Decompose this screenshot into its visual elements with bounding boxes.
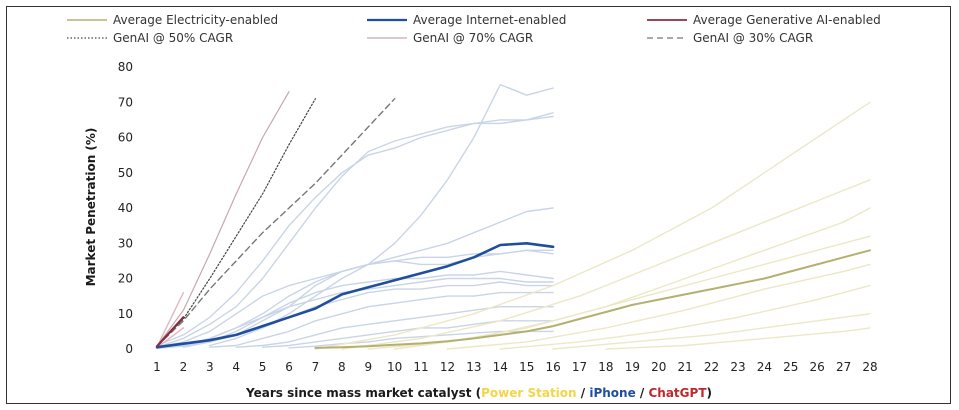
y-tick-label: 80 <box>118 60 133 74</box>
background-series-line <box>156 327 185 349</box>
x-tick-label: 19 <box>625 360 640 374</box>
x-tick-label: 3 <box>206 360 214 374</box>
x-tick-label: 20 <box>651 360 666 374</box>
x-axis-label-part: Power Station <box>481 386 576 400</box>
y-tick-label: 0 <box>125 342 133 356</box>
background-series-line <box>156 115 554 347</box>
x-tick-label: 8 <box>338 360 346 374</box>
series-line-average-generative-ai-enabled <box>155 316 185 348</box>
series-line-genai-30-cagr <box>156 98 396 347</box>
background-series-line <box>499 284 871 350</box>
background-series-line <box>182 270 554 348</box>
x-tick-label: 25 <box>783 360 798 374</box>
x-tick-label: 1 <box>153 360 161 374</box>
x-tick-label: 27 <box>836 360 851 374</box>
x-tick-label: 14 <box>493 360 508 374</box>
x-tick-label: 28 <box>862 360 877 374</box>
x-tick-label: 11 <box>413 360 428 374</box>
x-tick-label: 6 <box>285 360 293 374</box>
background-series-line <box>605 327 871 350</box>
x-tick-label: 18 <box>598 360 613 374</box>
x-axis-label: Years since mass market catalyst (Power … <box>245 386 712 400</box>
x-axis-label-part: Years since mass market catalyst ( <box>245 386 481 400</box>
x-tick-label: 23 <box>730 360 745 374</box>
legend-label-average-internet-enabled: Average Internet-enabled <box>413 13 566 27</box>
background-series-line <box>552 313 871 350</box>
x-tick-label: 17 <box>572 360 587 374</box>
x-tick-label: 9 <box>364 360 372 374</box>
chart-panel: 0 10 20 30 40 50 60 70 80 1 2 3 4 5 6 7 8 9 10 11 12 13 14 15 16… <box>6 6 951 404</box>
x-tick-label: 10 <box>387 360 402 374</box>
y-tick-label: 40 <box>118 201 133 215</box>
y-tick-label: 10 <box>118 307 133 321</box>
series-line-genai-70-cagr <box>156 91 290 347</box>
background-series-line <box>394 235 871 350</box>
legend: Average Electricity-enabled Average Inter… <box>67 13 881 45</box>
y-tick-label: 60 <box>118 131 133 145</box>
x-tick-label: 15 <box>519 360 534 374</box>
legend-label-genai-50-cagr: GenAI @ 50% CAGR <box>113 31 233 45</box>
background-series-line <box>156 291 185 348</box>
background-series-line <box>209 291 554 348</box>
x-axis-label-part: / <box>577 386 590 400</box>
background-series-line <box>156 112 554 348</box>
background-series-line <box>341 179 871 350</box>
background-series-line <box>314 101 871 350</box>
x-tick-label: 2 <box>180 360 188 374</box>
x-tick-label: 5 <box>259 360 267 374</box>
x-tick-label: 26 <box>810 360 825 374</box>
y-tick-label: 30 <box>118 236 133 250</box>
x-tick-label: 16 <box>545 360 560 374</box>
legend-label-average-electricity-enabled: Average Electricity-enabled <box>113 13 278 27</box>
series-line-genai-50-cagr <box>156 98 316 347</box>
background-series-line <box>235 306 554 348</box>
series-line-average-electricity-enabled <box>314 249 871 349</box>
x-axis-label-part: ) <box>707 386 712 400</box>
background-series-group <box>156 83 871 350</box>
x-tick-label: 21 <box>678 360 693 374</box>
legend-label-genai-30-cagr: GenAI @ 30% CAGR <box>693 31 813 45</box>
y-tick-label: 70 <box>118 95 133 109</box>
x-tick-label: 13 <box>466 360 481 374</box>
legend-label-genai-70-cagr: GenAI @ 70% CAGR <box>413 31 533 45</box>
x-tick-label: 24 <box>757 360 772 374</box>
y-axis-label: Market Penetration (%) <box>84 128 98 287</box>
legend-label-average-generative-ai-enabled: Average Generative AI-enabled <box>693 13 881 27</box>
y-tick-label: 50 <box>118 166 133 180</box>
main-series-group <box>155 91 871 349</box>
x-tick-label: 7 <box>312 360 320 374</box>
x-axis-label-part: iPhone <box>589 386 635 400</box>
x-tick-label: 22 <box>704 360 719 374</box>
x-tick-label: 4 <box>232 360 240 374</box>
background-series-line <box>261 320 554 348</box>
series-line-average-internet-enabled <box>155 242 555 349</box>
background-series-line <box>446 263 871 350</box>
x-axis-label-part: ChatGPT <box>648 386 707 400</box>
y-tick-label: 20 <box>118 272 133 286</box>
x-axis-label-part: / <box>636 386 649 400</box>
x-tick-label: 12 <box>440 360 455 374</box>
